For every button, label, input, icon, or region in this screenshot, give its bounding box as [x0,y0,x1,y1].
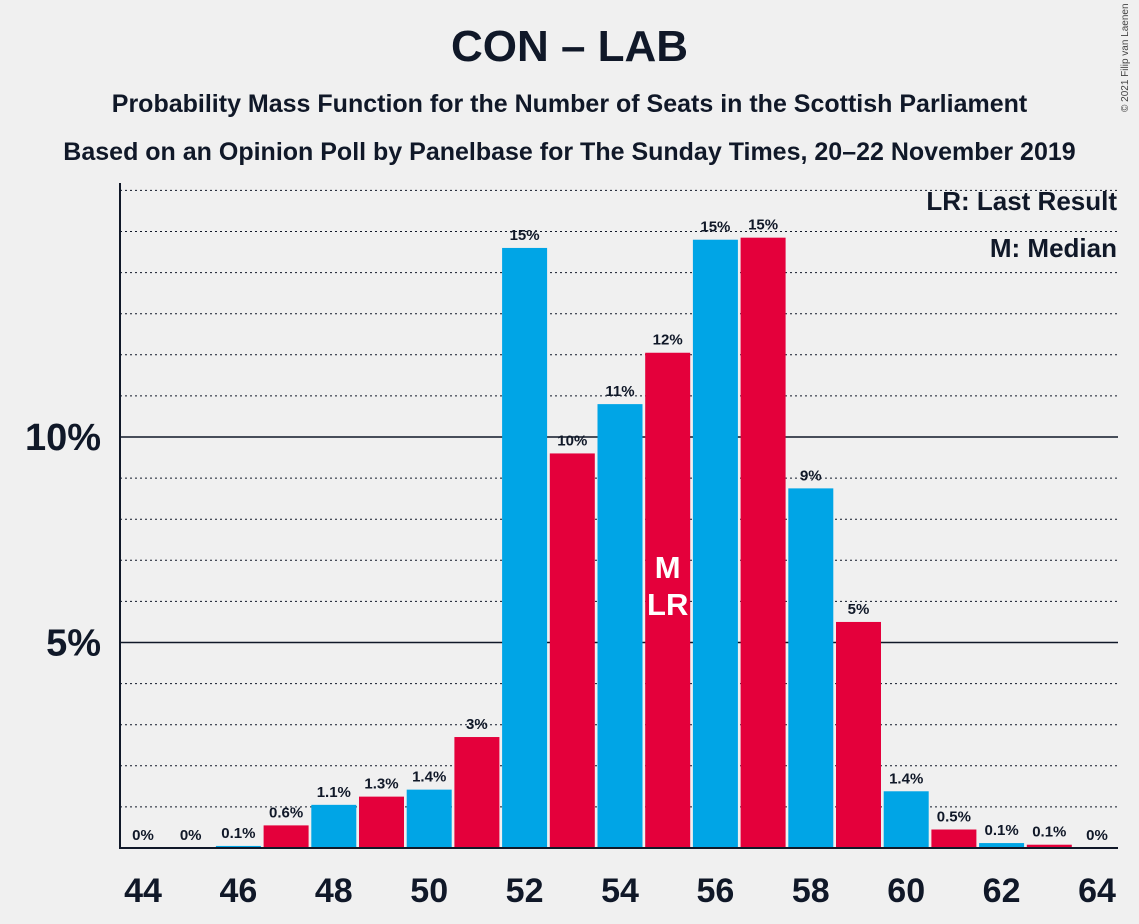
data-label-55: 12% [653,332,683,349]
data-label-48: 1.1% [317,784,351,801]
bar-59 [836,621,881,848]
data-label-49: 1.3% [364,776,398,793]
median-marker: M [655,550,681,585]
bar-51 [454,737,500,848]
bar-46 [215,845,261,848]
data-label-59: 5% [848,601,870,618]
bar-53 [549,453,595,848]
x-tick-label: 50 [410,872,448,910]
data-label-54: 11% [605,383,634,400]
data-label-62: 0.1% [984,822,1018,839]
bar-62 [979,843,1025,848]
x-tick-label: 64 [1078,872,1116,910]
x-tick-label: 54 [601,872,639,910]
data-label-47: 0.6% [269,804,303,821]
bar-48 [311,804,357,848]
x-tick-label: 48 [315,872,353,910]
bar-50 [406,789,452,848]
data-label-63: 0.1% [1032,824,1066,841]
data-label-58: 9% [800,467,822,484]
chart-subtitle-1: Probability Mass Function for the Number… [111,90,1028,118]
data-label-45: 0% [180,827,202,844]
x-tick-label: 56 [696,872,734,910]
data-label-61: 0.5% [937,809,971,826]
data-label-53: 10% [557,432,587,449]
bar-56 [692,239,738,849]
data-label-64: 0% [1086,827,1108,844]
data-label-50: 1.4% [412,769,446,786]
x-tick-label: 46 [219,872,257,910]
x-tick-label: 44 [124,872,162,910]
chart-title: CON – LAB [450,22,689,71]
legend-entry: M: Median [990,233,1117,263]
bar-61 [931,829,977,848]
y-tick-label: 5% [46,623,101,665]
bar-47 [263,825,309,848]
bar-55 [645,352,691,848]
data-label-56: 15% [700,219,730,236]
data-label-57: 15% [748,217,778,234]
x-tick-label: 52 [506,872,544,910]
data-label-52: 15% [510,227,540,244]
bar-57 [740,237,786,849]
data-label-46: 0.1% [221,825,255,842]
bar-60 [883,791,929,848]
bar-63 [1026,844,1072,848]
chart-subtitle-2: Based on an Opinion Poll by Panelbase fo… [63,138,1076,166]
x-tick-label: 58 [792,872,830,910]
bar-54 [597,404,643,848]
data-label-44: 0% [132,827,154,844]
bar-58 [788,488,834,848]
bar-49 [359,796,404,848]
x-tick-label: 62 [983,872,1021,910]
legend-entry: LR: Last Result [926,186,1117,216]
last-result-marker: LR [647,587,688,622]
data-label-60: 1.4% [889,770,923,787]
y-tick-label: 10% [25,417,101,459]
data-label-51: 3% [466,716,488,733]
bar-52 [502,247,548,848]
x-tick-label: 60 [887,872,925,910]
